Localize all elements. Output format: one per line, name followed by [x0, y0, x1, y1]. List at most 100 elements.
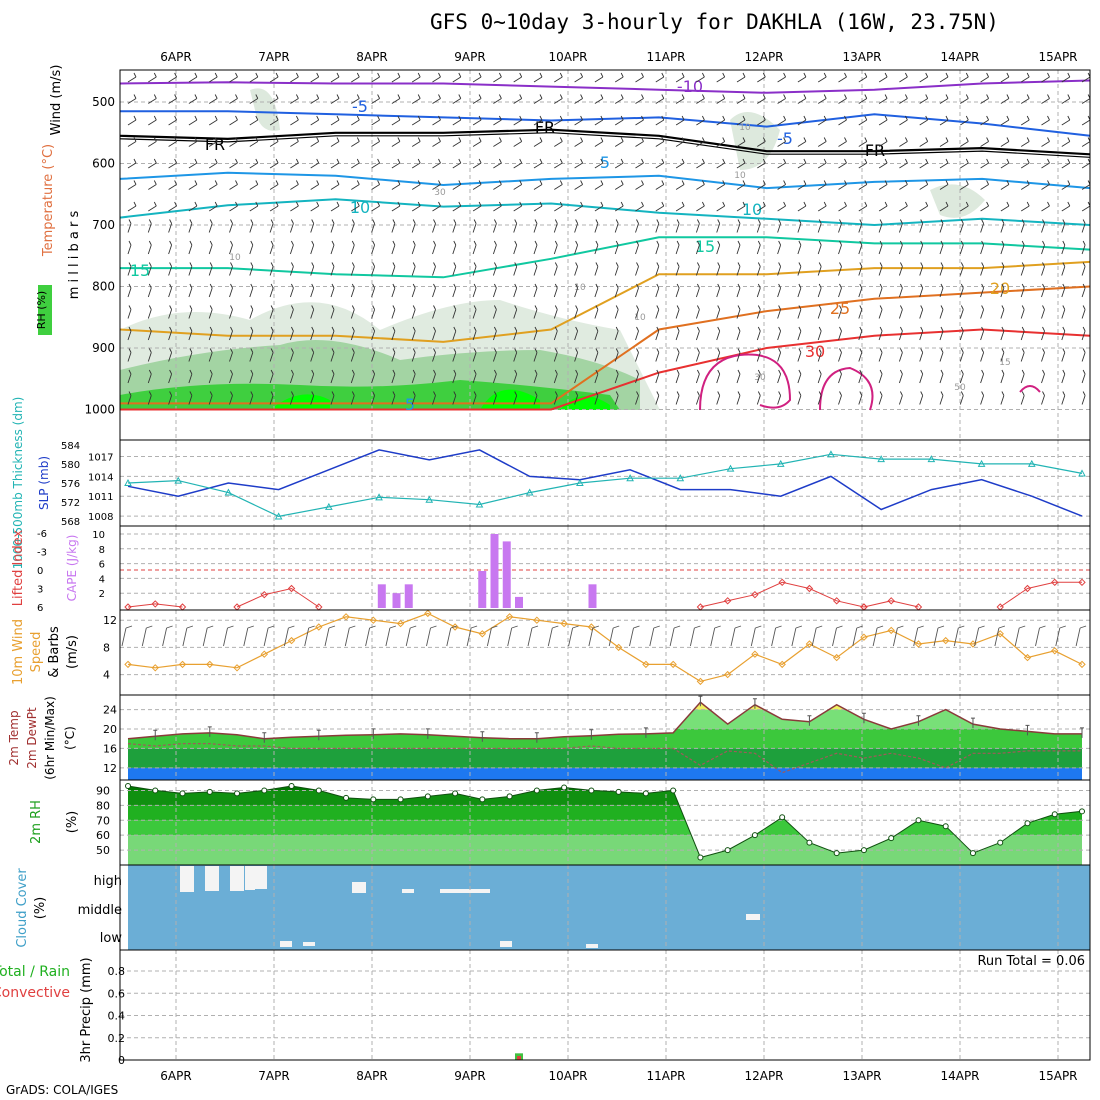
wind-barb	[594, 180, 604, 190]
rh-tick-label: 70	[96, 814, 110, 827]
wind-barb	[655, 137, 665, 147]
wind-speed-marker	[1051, 647, 1059, 655]
wind-barb	[817, 240, 822, 255]
wind-barb	[574, 240, 579, 255]
rh-marker	[724, 847, 731, 854]
wind-barb	[371, 94, 381, 104]
wind-barb	[858, 391, 863, 405]
wind-barb	[675, 283, 680, 298]
wind-barb	[1081, 369, 1086, 384]
wind-speed-marker	[151, 664, 159, 672]
wind-barb	[127, 262, 132, 276]
wind-barb	[959, 262, 964, 276]
wind-barb	[899, 115, 908, 126]
wind-barb-10m	[629, 625, 640, 647]
wind-barb	[249, 391, 254, 405]
wind-barb	[919, 115, 929, 126]
wind-barb-10m	[974, 625, 985, 647]
wind-barb	[898, 326, 903, 341]
wind-barb-10m	[304, 625, 315, 647]
legend-rh-swatch	[38, 285, 52, 335]
wind-barb	[919, 262, 924, 276]
wind-barb	[188, 94, 198, 104]
lifted-index-line	[127, 603, 183, 608]
thickness-axis-label: 1000-500mb Thickness (dm)	[11, 397, 25, 570]
wind-axis-label: Speed	[29, 632, 44, 673]
wind-barb	[188, 348, 193, 362]
wind-barb	[208, 369, 213, 384]
wind-barb	[432, 137, 441, 147]
wind-speed-marker	[478, 630, 487, 638]
wind-barb-10m	[223, 625, 234, 647]
wind-barb	[736, 283, 741, 298]
wind-barb	[533, 240, 538, 255]
wind-barb	[351, 158, 360, 169]
wind-barb	[655, 283, 660, 298]
wind-barb	[1061, 94, 1071, 104]
wind-barb	[695, 348, 700, 362]
wind-barb	[716, 262, 721, 276]
wind-speed-marker	[233, 664, 241, 672]
temp-axis-label: 2m Temp	[7, 710, 21, 765]
wind-barb	[350, 240, 355, 255]
wind-barb	[432, 283, 436, 298]
wind-barb	[513, 94, 523, 104]
wind-barb	[614, 219, 619, 233]
wind-barb	[208, 391, 213, 405]
wind-barb	[614, 180, 624, 190]
wind-barb	[1041, 391, 1045, 405]
wind-barb	[980, 348, 985, 362]
wind-barb	[168, 369, 173, 384]
wind-barb	[1081, 391, 1086, 405]
wind-barb	[777, 158, 787, 169]
wind-barb	[432, 158, 441, 169]
wind-barb-10m	[568, 625, 579, 647]
frame	[119, 439, 1091, 527]
thickness-tick-label: 572	[61, 498, 80, 509]
wind-barb	[411, 262, 416, 276]
wind-barb	[432, 305, 436, 319]
lifted-index-line	[863, 600, 919, 608]
wind-barb	[777, 180, 787, 190]
wind-barb	[757, 94, 766, 104]
wind-barb	[432, 201, 441, 212]
contour-label: 20	[990, 279, 1010, 298]
wind-barb	[554, 201, 563, 212]
wind-barb	[838, 348, 842, 362]
contour-label: 15	[999, 358, 1010, 368]
wind-barb-10m	[405, 625, 417, 647]
wind-barb-10m	[324, 625, 336, 647]
minmax-bar	[371, 728, 376, 739]
wind-barb	[553, 283, 558, 298]
wind-barb	[757, 201, 766, 212]
wind-barb	[188, 369, 193, 384]
y-axis-label: m i l l i b a r s	[67, 211, 82, 300]
thickness-tick-label: 576	[61, 479, 80, 490]
wind-barb	[980, 305, 985, 319]
date-label-top: 15APR	[1038, 50, 1077, 64]
rh-marker	[615, 788, 622, 795]
wind-barb-10m	[750, 625, 762, 647]
wind-barb	[757, 180, 766, 190]
wind-barb	[513, 201, 523, 212]
minmax-bar	[534, 732, 539, 743]
wind-barb	[472, 201, 482, 212]
rh-axis-label: (%)	[65, 811, 80, 834]
wind-barb	[716, 326, 721, 341]
wind-barb	[249, 180, 259, 190]
wind-barb-10m	[1014, 625, 1026, 647]
wind-barb	[492, 348, 497, 362]
wind-barb	[817, 369, 822, 384]
contour-label: 10	[739, 123, 751, 133]
wind-barb	[614, 262, 619, 276]
wind-barb	[148, 94, 157, 104]
wind-barb	[594, 369, 599, 384]
isotherm-20	[119, 260, 1091, 343]
wind-barb-10m	[466, 625, 478, 647]
wind-barb	[919, 326, 924, 341]
wind-barb	[310, 262, 315, 276]
wind-barb	[919, 158, 929, 169]
wind-barb	[574, 326, 579, 341]
wind-barb	[1041, 348, 1045, 362]
wind-barb	[899, 201, 908, 212]
